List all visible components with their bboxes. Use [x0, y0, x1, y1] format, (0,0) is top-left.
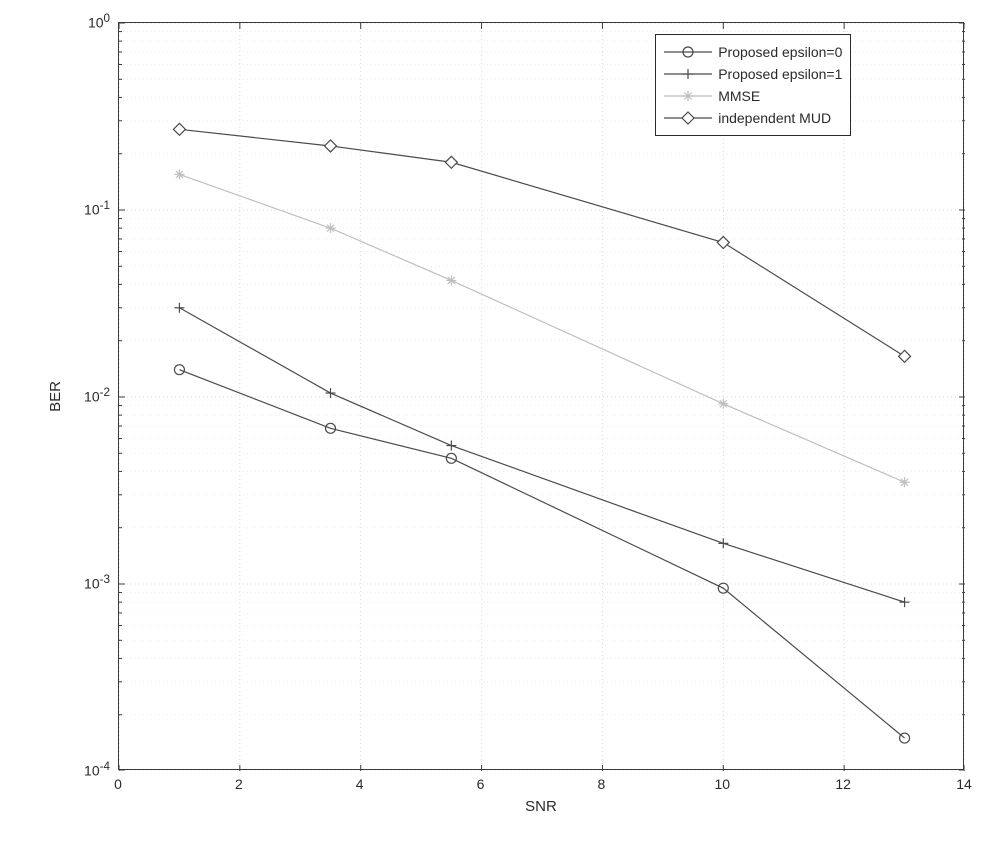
y-axis-label: BER [47, 381, 64, 412]
chart-container: BER SNR Proposed epsilon=0Proposed epsil… [0, 0, 1000, 841]
legend-label: Proposed epsilon=1 [718, 66, 842, 82]
x-axis-label: SNR [511, 798, 571, 815]
legend-swatch [664, 86, 712, 106]
x-tick-label: 10 [712, 776, 732, 792]
x-tick-label: 0 [108, 776, 128, 792]
x-tick-label: 2 [229, 776, 249, 792]
y-tick-label: 10-1 [84, 199, 110, 218]
legend-item: Proposed epsilon=1 [664, 63, 842, 85]
legend-label: Proposed epsilon=0 [718, 44, 842, 60]
legend-item: MMSE [664, 85, 842, 107]
legend-label: independent MUD [718, 110, 831, 126]
x-tick-label: 14 [954, 776, 974, 792]
legend-item: Proposed epsilon=0 [664, 41, 842, 63]
legend-swatch [664, 42, 712, 62]
y-tick-label: 100 [88, 12, 110, 31]
legend-label: MMSE [718, 88, 760, 104]
x-tick-label: 8 [591, 776, 611, 792]
legend-swatch [664, 108, 712, 128]
legend-swatch [664, 64, 712, 84]
y-tick-label: 10-3 [84, 573, 110, 592]
legend: Proposed epsilon=0 Proposed epsilon=1 MMSE… [655, 34, 851, 136]
x-tick-label: 4 [350, 776, 370, 792]
x-tick-label: 12 [833, 776, 853, 792]
x-tick-label: 6 [471, 776, 491, 792]
y-tick-label: 10-4 [84, 760, 110, 779]
y-tick-label: 10-2 [84, 386, 110, 405]
legend-item: independent MUD [664, 107, 842, 129]
